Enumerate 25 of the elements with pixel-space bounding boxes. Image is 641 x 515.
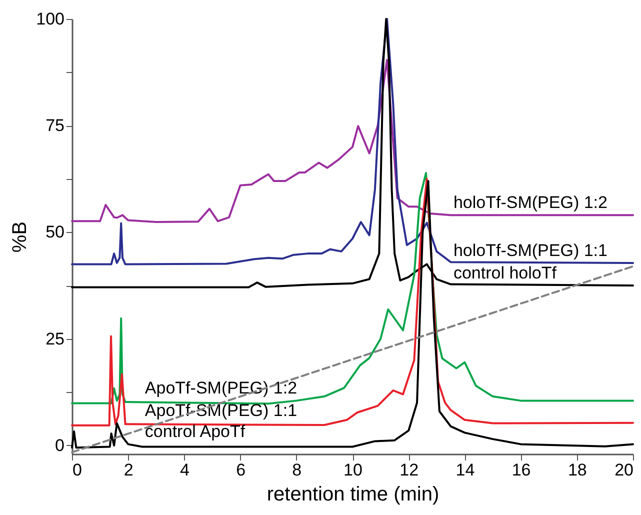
y-tick-label: 25: [46, 329, 64, 348]
y-tick-label: 50: [46, 222, 64, 242]
x-tick-label: 4: [180, 460, 190, 480]
x-tick-label: 16: [512, 460, 531, 480]
x-tick-label: 6: [236, 460, 246, 480]
y-tick-label: 0: [55, 436, 64, 455]
x-axis-title: retention time (min): [266, 484, 440, 506]
x-tick-label: 2: [124, 460, 134, 480]
x-tick-label: 8: [292, 460, 302, 480]
y-tick-label: 100: [36, 10, 64, 28]
series-label: control ApoTf: [144, 422, 246, 442]
x-tick-label: 12: [400, 460, 419, 480]
series-label: holoTf-SM(PEG) 1:2: [453, 193, 608, 212]
x-tick-label: 10: [344, 460, 362, 480]
y-tick-label: 75: [46, 116, 64, 136]
series-label: holoTf-SM(PEG) 1:1: [453, 240, 608, 260]
series-label: control holoTf: [453, 264, 557, 283]
y-axis-title: %B: [9, 221, 32, 253]
x-tick-label: 18: [568, 460, 587, 480]
x-tick-label: 20: [614, 460, 634, 480]
x-tick-label: 0: [72, 460, 82, 480]
series-label: ApoTf-SM(PEG) 1:1: [144, 400, 298, 420]
line-series: [71, 58, 634, 223]
x-tick-label: 14: [456, 460, 475, 480]
series-label: ApoTf-SM(PEG) 1:2: [144, 378, 298, 398]
